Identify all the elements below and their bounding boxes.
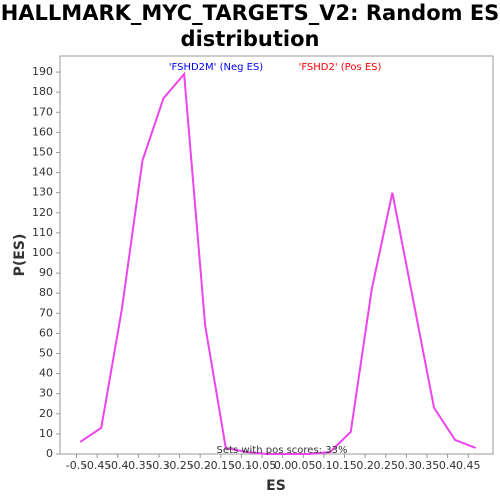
x-tick-label: -0.35 (124, 459, 152, 472)
y-tick-label: 10 (39, 427, 53, 440)
x-tick-label: -0.05 (248, 459, 276, 472)
annotation: 'FSHD2' (Pos ES) (299, 62, 382, 73)
x-tick-label: 0.2 (356, 459, 374, 472)
x-tick-label: 0.25 (374, 459, 399, 472)
y-tick-label: 60 (39, 326, 53, 339)
x-tick-label: -0.5 (66, 459, 87, 472)
x-tick-label: 0.05 (291, 459, 316, 472)
x-tick-label: -0.4 (107, 459, 128, 472)
y-axis-label: P(ES) (12, 234, 28, 277)
y-tick-label: 80 (39, 286, 53, 299)
x-axis-label: ES (266, 478, 286, 494)
plot-frame (59, 55, 494, 455)
x-tick-label: -0.15 (207, 459, 235, 472)
x-tick-label: 0.35 (415, 459, 440, 472)
y-tick-label: 0 (46, 447, 53, 460)
x-tick-label: 0.3 (398, 459, 416, 472)
x-tick-label: -0.2 (189, 459, 210, 472)
y-tick-label: 20 (39, 407, 53, 420)
y-tick-label: 180 (32, 85, 53, 98)
y-tick-label: 30 (39, 387, 53, 400)
annotation: Sets with pos scores: 33% (217, 445, 348, 456)
y-tick-label: 120 (32, 206, 53, 219)
y-tick-label: 40 (39, 367, 53, 380)
x-tick-label: 0.45 (456, 459, 481, 472)
x-tick-label: -0.3 (148, 459, 169, 472)
y-tick-label: 50 (39, 346, 53, 359)
y-tick-label: 70 (39, 306, 53, 319)
y-tick-label: 90 (39, 266, 53, 279)
y-tick-label: 140 (32, 166, 53, 179)
x-tick-label: 0.15 (332, 459, 357, 472)
y-tick-label: 170 (32, 105, 53, 118)
x-tick-label: -0.25 (165, 459, 193, 472)
x-tick-label: -0.1 (231, 459, 252, 472)
x-tick-label: 0.4 (439, 459, 457, 472)
chart-title: HALLMARK_MYC_TARGETS_V2: Random ES distr… (0, 1, 500, 51)
y-tick-label: 130 (32, 186, 53, 199)
y-tick-label: 100 (32, 246, 53, 259)
y-tick-label: 190 (32, 65, 53, 78)
x-tick-label: -0.45 (83, 459, 111, 472)
annotation: 'FSHD2M' (Neg ES) (169, 62, 264, 73)
x-tick-label: 0.1 (315, 459, 333, 472)
y-tick-label: 150 (32, 145, 53, 158)
y-tick-label: 110 (32, 226, 53, 239)
series-line (79, 71, 477, 455)
x-tick-label: 0.0 (274, 459, 292, 472)
y-tick-label: 160 (32, 125, 53, 138)
